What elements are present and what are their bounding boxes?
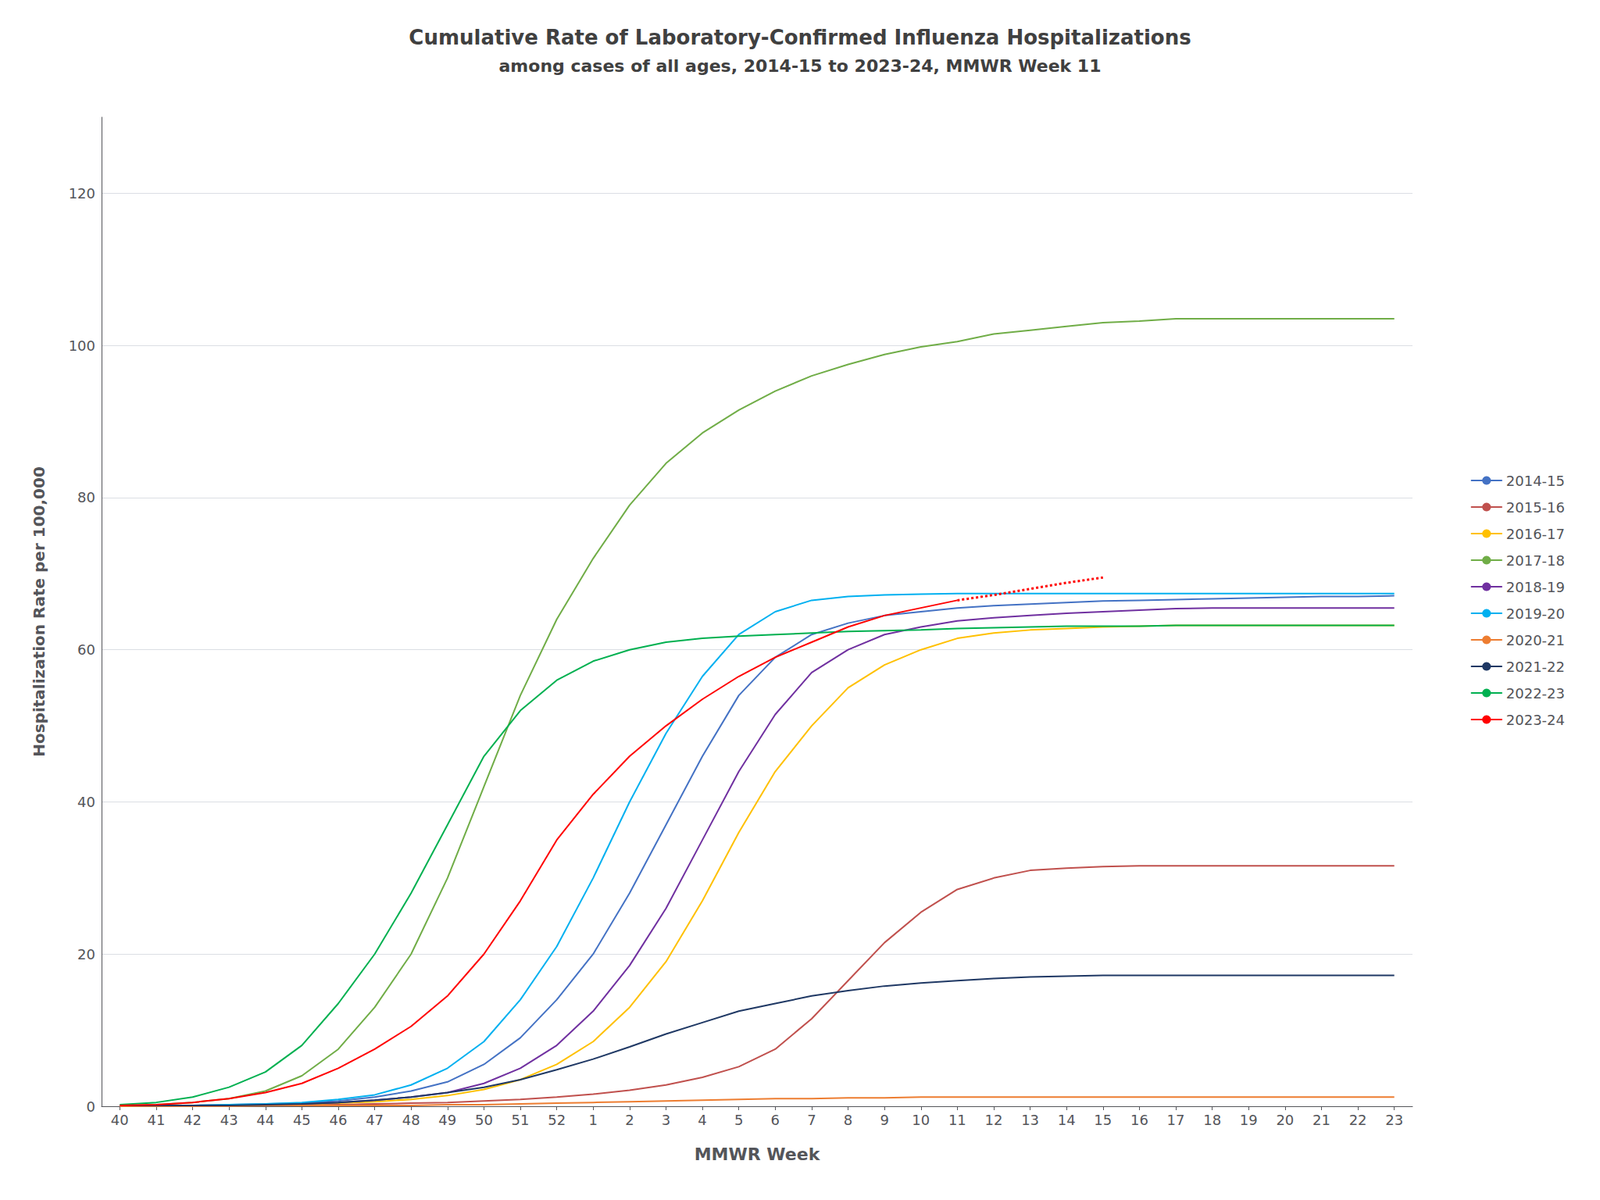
svg-text:46: 46	[329, 1111, 348, 1129]
svg-text:15: 15	[1093, 1111, 1112, 1129]
svg-text:2020-21: 2020-21	[1506, 632, 1565, 649]
svg-text:8: 8	[843, 1111, 853, 1129]
svg-text:42: 42	[183, 1111, 202, 1129]
svg-text:21: 21	[1312, 1111, 1331, 1129]
svg-text:41: 41	[146, 1111, 165, 1129]
svg-text:50: 50	[475, 1111, 493, 1129]
svg-text:4: 4	[697, 1111, 707, 1129]
svg-text:2018-19: 2018-19	[1506, 578, 1565, 596]
svg-text:120: 120	[68, 185, 96, 202]
svg-text:40: 40	[77, 793, 96, 811]
svg-text:20: 20	[1275, 1111, 1294, 1129]
svg-text:2022-23: 2022-23	[1506, 685, 1565, 702]
svg-text:14: 14	[1057, 1111, 1076, 1129]
svg-text:43: 43	[220, 1111, 239, 1129]
svg-text:2015-16: 2015-16	[1506, 499, 1565, 516]
svg-text:2019-20: 2019-20	[1506, 605, 1565, 622]
svg-text:47: 47	[365, 1111, 384, 1129]
svg-text:44: 44	[256, 1111, 275, 1129]
svg-text:2017-18: 2017-18	[1506, 552, 1565, 569]
svg-text:45: 45	[292, 1111, 311, 1129]
svg-text:7: 7	[807, 1111, 816, 1129]
svg-text:10: 10	[911, 1111, 930, 1129]
svg-text:23: 23	[1385, 1111, 1404, 1129]
svg-text:60: 60	[77, 641, 96, 658]
svg-text:49: 49	[438, 1111, 457, 1129]
svg-text:19: 19	[1239, 1111, 1258, 1129]
svg-text:5: 5	[734, 1111, 743, 1129]
svg-text:2023-24: 2023-24	[1506, 711, 1565, 729]
svg-text:20: 20	[77, 946, 96, 963]
svg-text:48: 48	[402, 1111, 421, 1129]
svg-text:6: 6	[771, 1111, 780, 1129]
svg-text:51: 51	[511, 1111, 530, 1129]
svg-text:100: 100	[68, 337, 96, 354]
svg-text:40: 40	[110, 1111, 129, 1129]
svg-text:16: 16	[1130, 1111, 1149, 1129]
svg-text:MMWR Week: MMWR Week	[694, 1144, 822, 1165]
svg-text:18: 18	[1203, 1111, 1222, 1129]
svg-text:52: 52	[547, 1111, 566, 1129]
svg-text:9: 9	[879, 1111, 889, 1129]
svg-text:12: 12	[985, 1111, 1004, 1129]
svg-text:2: 2	[625, 1111, 634, 1129]
svg-text:0: 0	[86, 1098, 96, 1115]
svg-text:11: 11	[948, 1111, 967, 1129]
svg-text:among cases of all ages, 2014-: among cases of all ages, 2014-15 to 2023…	[499, 56, 1102, 76]
svg-text:1: 1	[589, 1111, 598, 1129]
svg-text:Cumulative Rate of Laboratory-: Cumulative Rate of Laboratory-Confirmed …	[408, 25, 1191, 50]
svg-text:2014-15: 2014-15	[1506, 472, 1565, 490]
svg-text:17: 17	[1167, 1111, 1186, 1129]
svg-text:Hospitalization Rate per 100,0: Hospitalization Rate per 100,000	[29, 466, 49, 758]
svg-text:2021-22: 2021-22	[1506, 658, 1565, 675]
svg-text:2016-17: 2016-17	[1506, 525, 1565, 543]
svg-text:3: 3	[661, 1111, 671, 1129]
svg-text:13: 13	[1021, 1111, 1040, 1129]
svg-text:22: 22	[1349, 1111, 1368, 1129]
svg-text:80: 80	[77, 489, 96, 506]
